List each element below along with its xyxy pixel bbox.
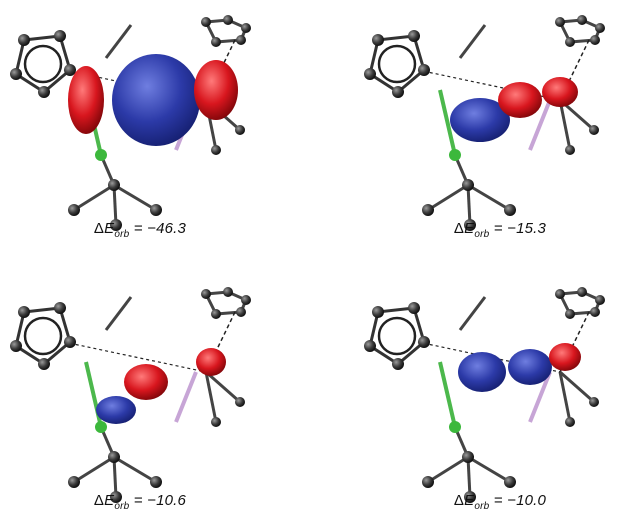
panel-4-caption: ΔEorb = −10.0 (453, 492, 547, 512)
panel-4-molecule (362, 285, 607, 505)
panel-3-molecule (8, 285, 253, 505)
panel-1-molecule (8, 13, 253, 233)
panel-1-caption: ΔEorb = −46.3 (93, 220, 187, 240)
panel-2-molecule (362, 13, 607, 233)
panel-3-caption: ΔEorb = −10.6 (93, 492, 187, 512)
panel-2-caption: ΔEorb = −15.3 (453, 220, 547, 240)
